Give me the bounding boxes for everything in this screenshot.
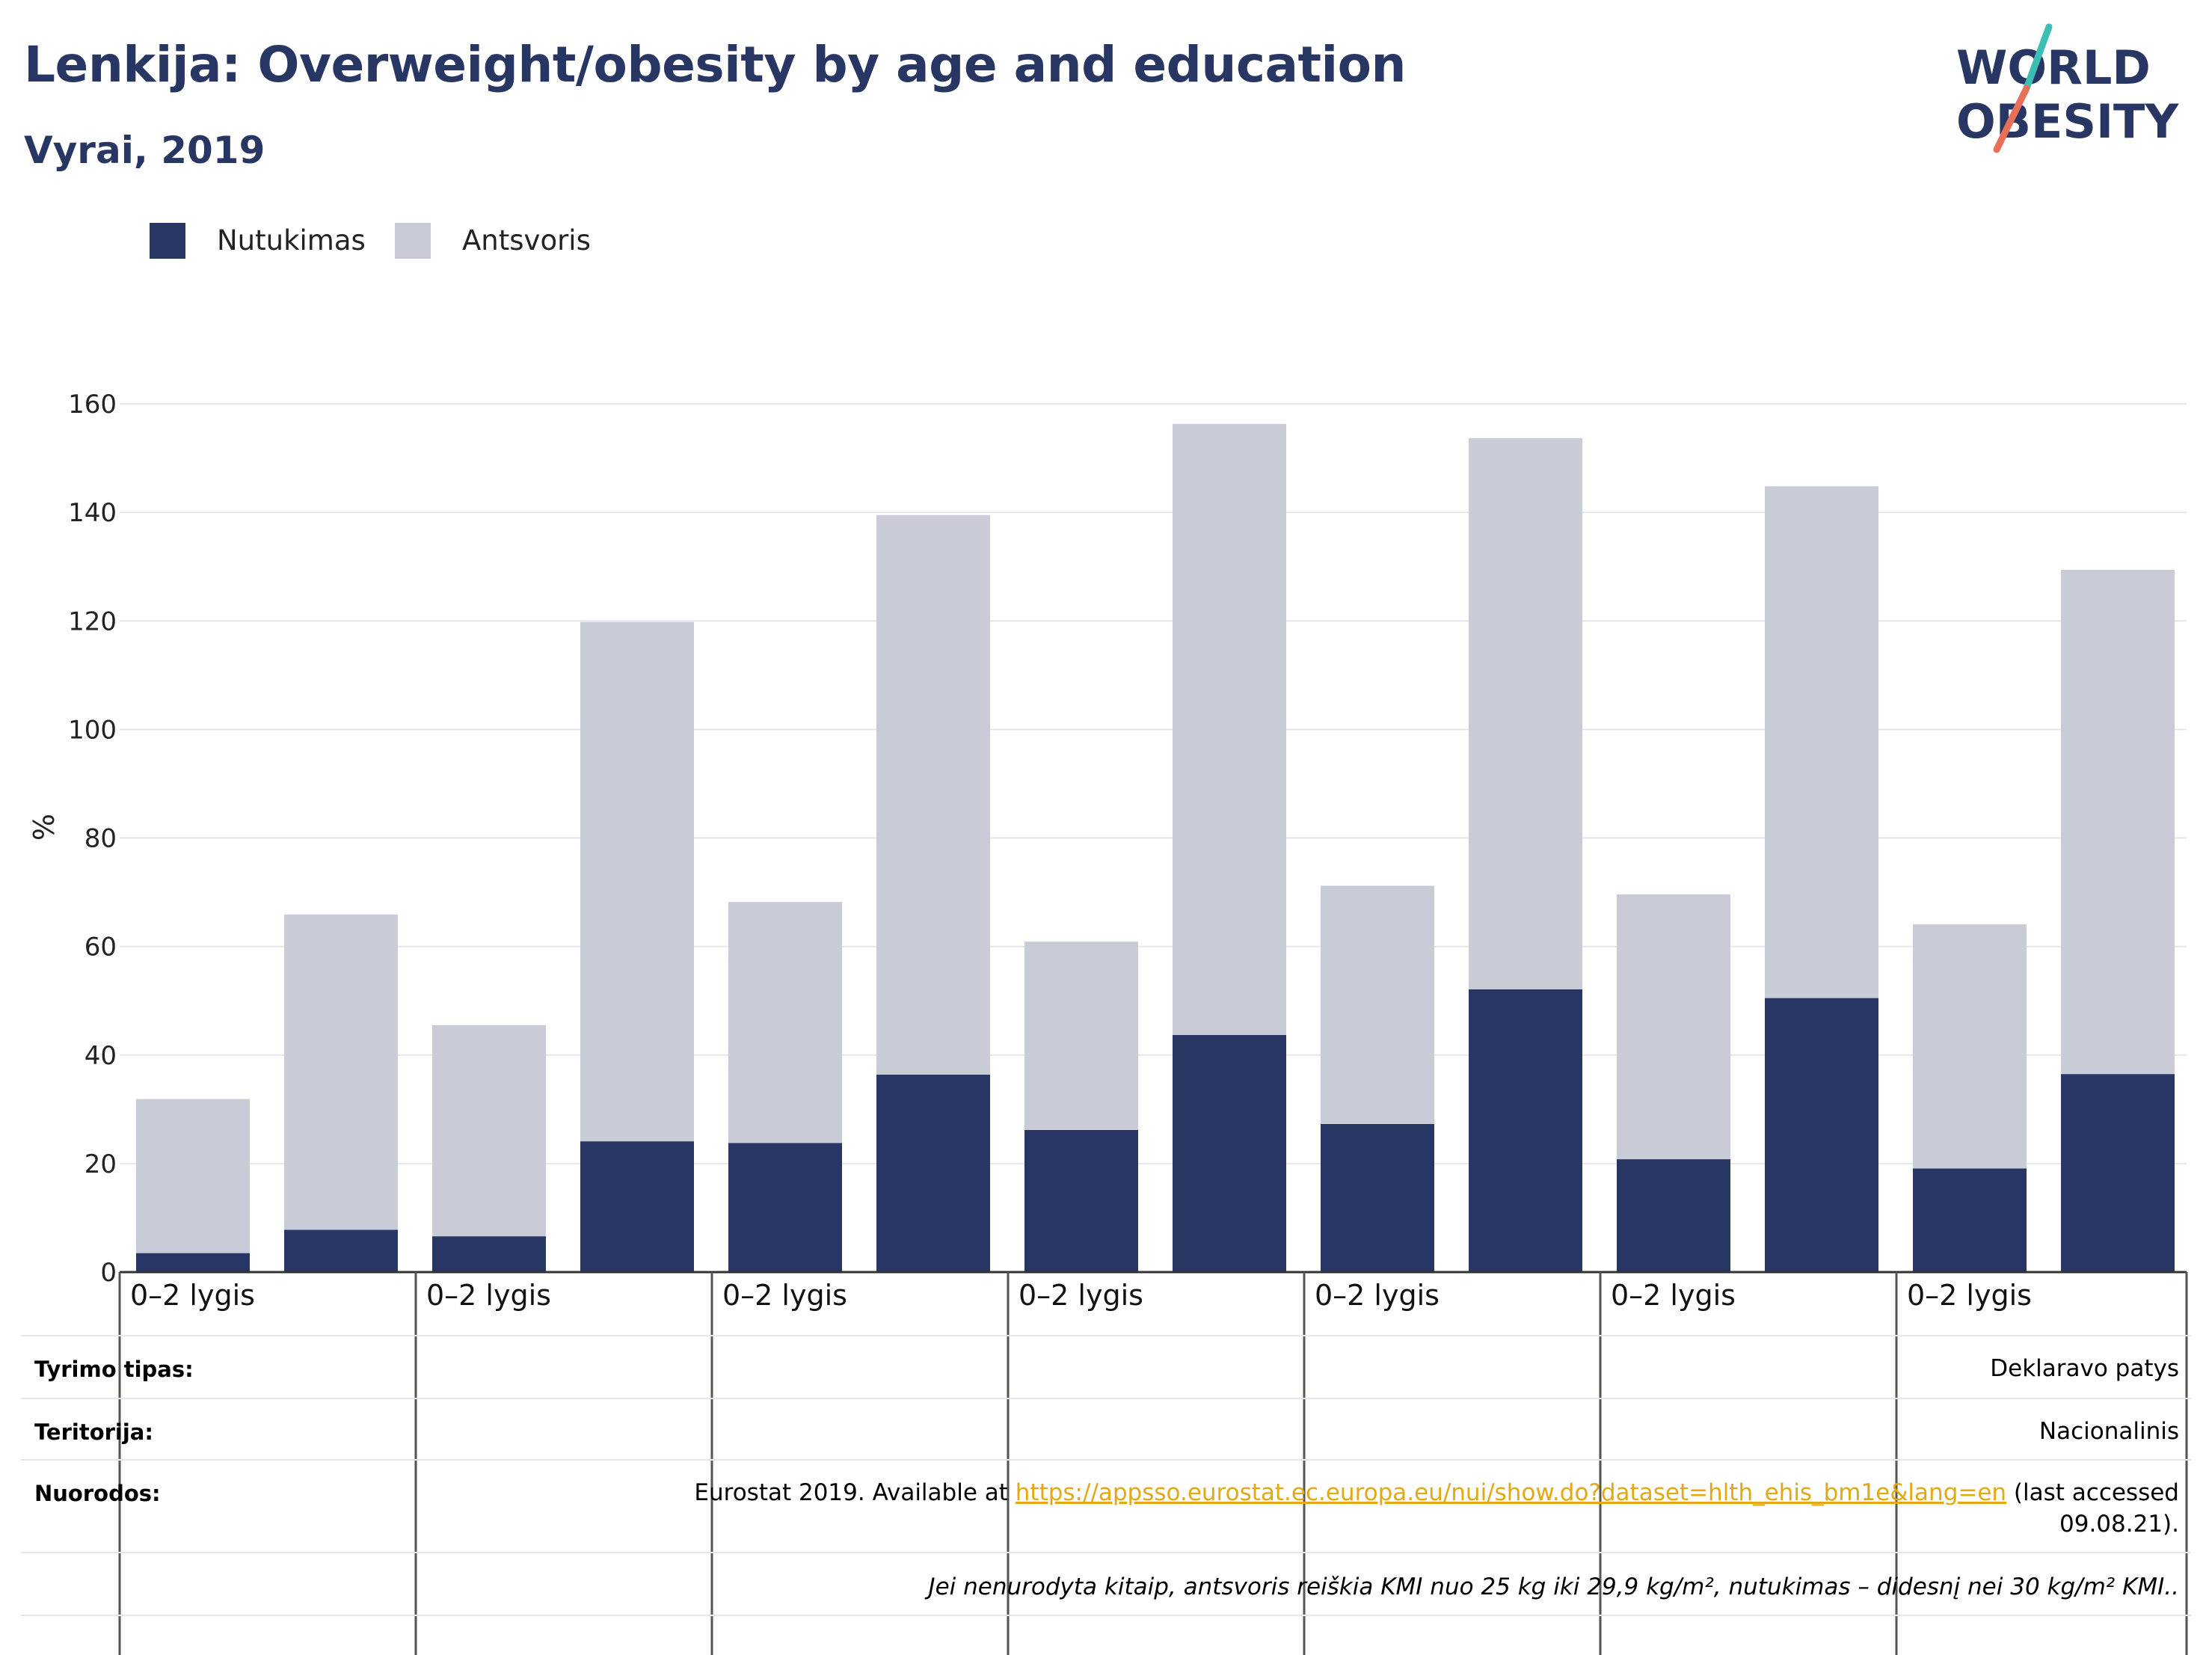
legend-label-obesity: Nutukimas (217, 224, 366, 257)
world-obesity-logo: WORLD OBESITY (1956, 23, 2179, 153)
legend-swatch-overweight (395, 223, 431, 259)
y-tick-label: 60 (85, 933, 117, 962)
y-tick-label: 40 (85, 1041, 117, 1071)
x-group-label: 0–2 lygis (722, 1279, 847, 1312)
bar-obesity (1765, 998, 1878, 1272)
bar-obesity (580, 1141, 694, 1272)
y-tick-label: 120 (68, 607, 117, 636)
footer-value-references: Eurostat 2019. Available at https://apps… (694, 1479, 2179, 1506)
chart-title: Lenkija: Overweight/obesity by age and e… (24, 36, 1407, 93)
bar-overweight (1469, 437, 1582, 989)
footer-label-survey-type: Tyrimo tipas: (34, 1357, 194, 1382)
y-tick-label: 0 (100, 1258, 117, 1288)
bar-overweight (728, 902, 842, 1143)
bar-overweight (1765, 486, 1878, 998)
y-tick-label: 80 (85, 824, 117, 854)
bar-obesity (1913, 1168, 2027, 1272)
footer-label-references: Nuorodos: (34, 1481, 161, 1506)
bar-obesity (284, 1229, 398, 1272)
x-group-label: 0–2 lygis (1611, 1279, 1736, 1312)
footer-label-territory: Teritorija: (34, 1419, 153, 1445)
bar-overweight (876, 515, 990, 1075)
bar-overweight (580, 621, 694, 1142)
footer-value-territory: Nacionalinis (2039, 1418, 2179, 1445)
footer-note: Jei nenurodyta kitaip, antsvoris reiškia… (928, 1573, 2179, 1600)
y-tick-label: 140 (68, 498, 117, 528)
x-group-label: 0–2 lygis (1019, 1279, 1143, 1312)
bar-obesity (2061, 1074, 2175, 1272)
x-group-label: 0–2 lygis (426, 1279, 551, 1312)
y-tick-label: 100 (68, 715, 117, 745)
legend-swatch-obesity (150, 223, 185, 259)
bar-overweight (1913, 924, 2027, 1169)
x-group-label: 0–2 lygis (1315, 1279, 1440, 1312)
bar-obesity (1617, 1159, 1730, 1272)
x-group-label: 0–2 lygis (130, 1279, 255, 1312)
bar-overweight (1617, 894, 1730, 1160)
reference-text: Eurostat 2019. Available at (694, 1479, 1016, 1506)
logo-line2: OBESITY (1956, 94, 2179, 149)
logo-slash-bottom-icon (1993, 85, 2030, 153)
chart-subtitle: Vyrai, 2019 (24, 129, 265, 172)
bar-obesity (1173, 1034, 1286, 1272)
bar-obesity (1024, 1129, 1138, 1272)
bar-obesity (728, 1143, 842, 1272)
bar-obesity (1321, 1123, 1434, 1272)
bar-obesity (432, 1236, 546, 1272)
y-tick-label: 20 (85, 1149, 117, 1179)
bar-overweight (2061, 570, 2175, 1075)
bar-obesity (876, 1074, 990, 1272)
bar-overweight (1321, 885, 1434, 1124)
footer-value-survey-type: Deklaravo patys (1990, 1355, 2179, 1382)
bar-overweight (284, 914, 398, 1230)
reference-text-after: (last accessed (2006, 1479, 2179, 1506)
reference-link[interactable]: https://appsso.eurostat.ec.europa.eu/nui… (1015, 1479, 2007, 1506)
y-tick-label: 160 (68, 390, 117, 420)
bar-overweight (136, 1099, 250, 1253)
logo-line1: WORLD (1956, 40, 2151, 95)
x-group-label: 0–2 lygis (1907, 1279, 2032, 1312)
bar-overweight (1024, 942, 1138, 1130)
footer-value-references-line2: 09.08.21). (2059, 1511, 2179, 1538)
legend-label-overweight: Antsvoris (462, 224, 591, 257)
bar-overweight (432, 1025, 546, 1237)
bar-obesity (1469, 989, 1582, 1272)
logo-slash-top-icon (2023, 23, 2053, 92)
bar-obesity (136, 1253, 250, 1272)
bar-overweight (1173, 423, 1286, 1035)
y-axis-label: % (28, 814, 61, 841)
